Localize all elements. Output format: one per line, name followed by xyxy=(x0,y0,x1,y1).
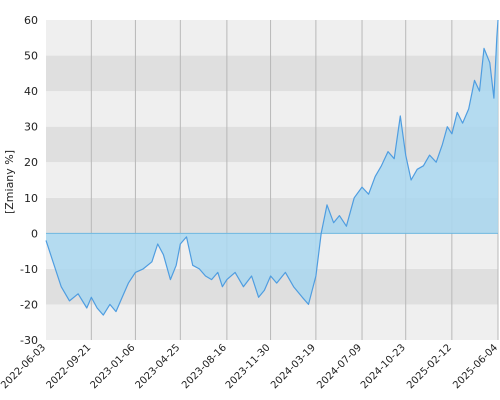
grid-band xyxy=(46,304,498,340)
x-tick-label: 2024-10-23 xyxy=(359,342,408,391)
y-axis-tick-labels: -30 -20 -10 0 10 20 30 40 50 60 xyxy=(20,14,38,347)
x-tick-label: 2022-09-21 xyxy=(45,342,94,391)
y-tick-label: 0 xyxy=(31,227,38,240)
x-tick-label: 2023-08-16 xyxy=(180,342,229,391)
x-tick-label: 2025-02-12 xyxy=(405,342,454,391)
y-tick-label: 20 xyxy=(24,156,38,169)
x-tick-label: 2025-06-04 xyxy=(451,342,500,391)
x-axis-tick-labels: 2022-06-032022-09-212023-01-062023-04-25… xyxy=(0,342,500,391)
x-tick-label: 2023-04-25 xyxy=(134,342,183,391)
y-tick-label: 10 xyxy=(24,192,38,205)
x-tick-label: 2023-01-06 xyxy=(89,342,138,391)
x-tick-label: 2024-03-19 xyxy=(269,342,318,391)
y-tick-label: -20 xyxy=(20,298,38,311)
y-tick-label: -30 xyxy=(20,334,38,347)
y-axis-label: [Zmiany %] xyxy=(3,150,16,214)
y-tick-label: 40 xyxy=(24,85,38,98)
series-line xyxy=(45,19,499,316)
y-tick-label: -10 xyxy=(20,263,38,276)
y-tick-label: 30 xyxy=(24,121,38,134)
grid-band xyxy=(46,91,498,127)
y-tick-label: 60 xyxy=(24,14,38,27)
x-tick-label: 2023-11-30 xyxy=(224,342,273,391)
x-tick-label: 2022-06-03 xyxy=(0,342,48,391)
grid-band xyxy=(46,55,498,92)
grid-band xyxy=(46,20,498,56)
series-area xyxy=(46,20,498,316)
x-tick-label: 2024-07-09 xyxy=(315,342,364,391)
y-tick-label: 50 xyxy=(24,50,38,63)
grid-band xyxy=(46,126,498,163)
